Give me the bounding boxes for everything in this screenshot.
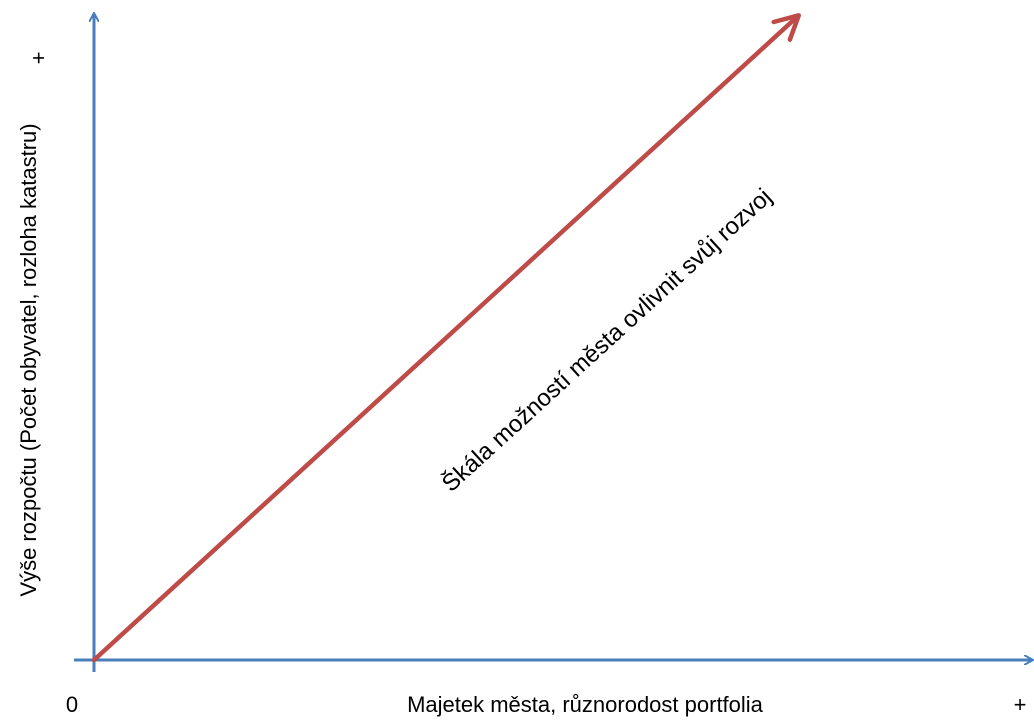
x-axis-label: Majetek města, různorodost portfolia bbox=[407, 692, 764, 717]
arrow-label: Škála možností města ovlivnit svůj rozvo… bbox=[436, 183, 777, 498]
scale-arrow bbox=[91, 16, 798, 663]
y-axis-max: + bbox=[26, 52, 51, 65]
y-axis-label: Výše rozpočtu (Počet obyvatel, rozloha k… bbox=[16, 123, 41, 596]
origin-label: 0 bbox=[66, 692, 78, 717]
x-axis-max: + bbox=[1014, 692, 1027, 717]
